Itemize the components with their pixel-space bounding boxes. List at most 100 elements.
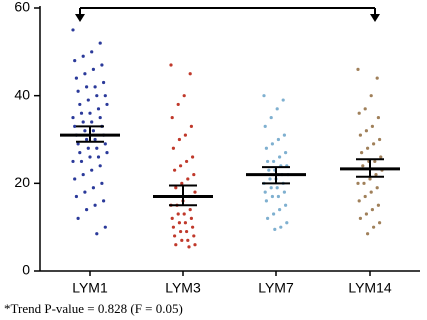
data-point [193, 243, 197, 247]
data-point [189, 124, 193, 128]
data-point [96, 155, 101, 159]
data-point [176, 102, 180, 107]
data-point [93, 203, 97, 207]
data-point [95, 232, 99, 236]
data-point [174, 186, 178, 190]
data-point [279, 225, 283, 229]
data-point [264, 199, 268, 203]
data-point [375, 186, 379, 190]
data-point [186, 238, 190, 242]
data-point [74, 194, 78, 199]
data-point [368, 177, 372, 181]
data-point [363, 107, 367, 111]
data-point [272, 212, 276, 216]
data-point [370, 124, 374, 128]
data-point [191, 225, 195, 229]
data-point [93, 85, 97, 89]
data-point [169, 63, 173, 67]
data-point [188, 72, 192, 76]
data-point [375, 76, 379, 80]
data-point [369, 190, 373, 194]
data-point [282, 133, 286, 137]
data-point [81, 120, 85, 124]
data-point [76, 142, 80, 146]
data-point [366, 146, 370, 150]
y-tick-label: 40 [14, 86, 30, 102]
data-point [171, 225, 175, 229]
data-point [71, 28, 75, 32]
data-point [105, 102, 109, 107]
data-point [103, 225, 107, 229]
data-point [364, 129, 368, 133]
data-point [83, 72, 87, 76]
data-point [186, 177, 190, 181]
data-point [276, 194, 280, 199]
data-point [263, 190, 267, 194]
data-point [103, 94, 107, 98]
data-point [268, 177, 272, 181]
data-point [177, 221, 181, 225]
data-point [369, 94, 373, 98]
data-point [90, 168, 94, 172]
data-point [191, 155, 195, 159]
data-point [96, 107, 101, 111]
data-point [102, 80, 106, 85]
data-point [179, 229, 183, 234]
data-point [276, 137, 280, 142]
data-point [85, 137, 89, 142]
data-point [185, 159, 189, 164]
data-point [378, 137, 382, 142]
data-point [91, 186, 95, 190]
arrow-head [75, 14, 85, 22]
data-point [269, 186, 273, 190]
data-point [262, 94, 266, 98]
x-tick-label: LYM3 [165, 280, 201, 296]
data-point [273, 227, 277, 231]
data-point [173, 168, 177, 172]
data-point [267, 168, 271, 172]
data-point [76, 89, 80, 93]
data-point [71, 115, 75, 120]
data-point [358, 133, 362, 137]
arrow-head [370, 14, 380, 22]
data-point [183, 133, 187, 137]
x-tick-label: LYM1 [72, 280, 108, 296]
data-point [103, 142, 107, 146]
data-point [285, 221, 289, 225]
data-point [90, 120, 94, 124]
data-point [76, 216, 80, 220]
data-point [98, 115, 102, 120]
x-tick-label: LYM7 [258, 280, 294, 296]
data-point [180, 181, 184, 185]
data-point [363, 194, 367, 199]
data-point [88, 155, 92, 159]
data-point [378, 221, 382, 225]
data-point [282, 190, 286, 194]
data-point [192, 234, 196, 238]
data-point [263, 124, 267, 128]
data-point [270, 142, 274, 146]
y-tick-label: 0 [22, 262, 30, 278]
data-point [179, 164, 183, 168]
y-tick-label: 60 [14, 0, 30, 15]
data-point [90, 50, 94, 54]
data-point [95, 94, 99, 98]
data-point [364, 212, 368, 216]
data-point [272, 159, 276, 164]
data-point [361, 164, 365, 168]
data-point [185, 229, 189, 234]
data-point [187, 245, 191, 249]
data-point [81, 54, 85, 58]
data-point [88, 111, 92, 115]
data-point [79, 159, 84, 164]
data-point [372, 225, 376, 229]
data-point [374, 172, 378, 177]
data-point [266, 216, 270, 220]
x-tick-label: LYM14 [348, 280, 392, 296]
data-point [73, 124, 77, 128]
data-point [182, 212, 186, 216]
data-point [264, 146, 268, 150]
data-point [284, 203, 288, 207]
data-point [79, 111, 84, 115]
data-point [85, 85, 89, 89]
